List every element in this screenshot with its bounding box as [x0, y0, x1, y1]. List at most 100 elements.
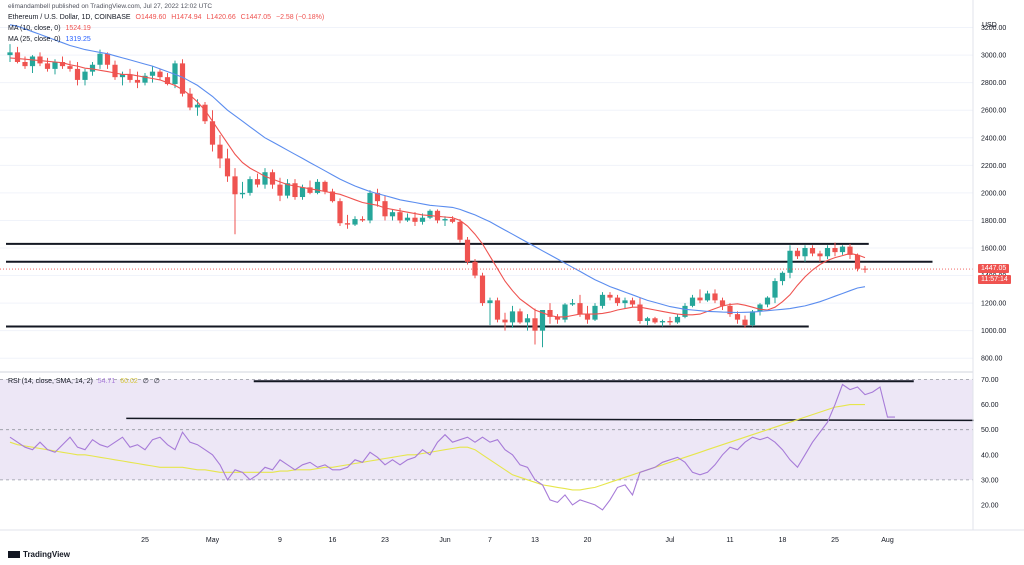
candle-body — [337, 201, 343, 224]
ohlc-low: L1420.66 — [206, 14, 236, 21]
candle — [307, 180, 313, 195]
candle-body — [524, 318, 531, 323]
candle — [442, 216, 448, 226]
candle — [427, 209, 433, 220]
candle-body — [67, 66, 73, 69]
time-tick-label: 9 — [278, 537, 282, 544]
candle-body — [22, 62, 28, 67]
candle-body — [554, 316, 561, 320]
candle-body — [149, 71, 156, 76]
candle-body — [359, 219, 366, 221]
candle-body — [262, 172, 268, 185]
candle — [479, 272, 486, 306]
time-axis: 25 May 9 16 23 Jun 7 13 20 Jul 11 18 25 Aug — [141, 537, 894, 544]
candle-body — [254, 179, 261, 185]
candle-body — [247, 179, 253, 193]
symbol-name[interactable]: Ethereum / U.S. Dollar, 1D, COINBASE — [8, 14, 131, 21]
candle-body — [374, 192, 381, 202]
candle — [329, 188, 336, 203]
time-tick-label: 18 — [779, 537, 787, 544]
candle-body — [547, 310, 553, 317]
candle — [254, 173, 261, 188]
candle — [164, 73, 171, 86]
candle-body — [232, 176, 238, 195]
candle-body — [389, 212, 396, 217]
rsi-trendline — [126, 417, 974, 422]
candle-body — [854, 254, 861, 269]
legend-ma10[interactable]: MA (10, close, 0) 1524.19 — [8, 25, 94, 32]
rsi-sma-value: 60.02 — [120, 378, 138, 385]
candle — [832, 242, 838, 257]
candle — [112, 60, 118, 80]
candle-body — [322, 181, 328, 192]
tradingview-logo-icon — [8, 551, 20, 558]
candle — [749, 310, 756, 327]
legend-ma25[interactable]: MA (25, close, 0) 1319.25 — [8, 36, 94, 43]
candle — [712, 289, 718, 304]
time-tick-label: 25 — [831, 537, 839, 544]
candle — [682, 303, 688, 319]
candle-body — [749, 311, 756, 326]
rsi-label: RSI (14, close, SMA, 14, 2) — [8, 378, 93, 385]
candle-body — [314, 181, 321, 193]
price-tick-label: 1800.00 — [981, 218, 1006, 225]
candle — [187, 88, 193, 111]
candle — [134, 71, 141, 89]
tradingview-brand[interactable]: TradingView — [8, 550, 70, 559]
candle-body — [817, 253, 823, 257]
price-tick-label: 2800.00 — [981, 80, 1006, 87]
candle-body — [367, 192, 373, 221]
rsi-tick-label: 70.00 — [981, 377, 999, 384]
candle-body — [194, 104, 201, 108]
candle — [742, 315, 748, 328]
candle-body — [809, 248, 816, 254]
ma25-label: MA (25, close, 0) — [8, 36, 61, 43]
candle-body — [757, 304, 763, 312]
candle — [659, 319, 666, 327]
ma10-value: 1524.19 — [65, 25, 91, 32]
candle — [487, 297, 493, 326]
ohlc-change: −2.58 (−0.18%) — [275, 14, 325, 21]
candle — [779, 271, 786, 286]
rsi-tick-label: 50.00 — [981, 427, 999, 434]
brand-label: TradingView — [23, 550, 70, 559]
candle-body — [607, 294, 613, 298]
candle — [232, 168, 238, 235]
candle — [389, 209, 396, 221]
price-tick-label: 800.00 — [981, 356, 1003, 363]
candle — [22, 56, 28, 69]
candle-body — [427, 210, 433, 218]
candle-body — [172, 63, 178, 85]
candle-body — [727, 305, 733, 315]
candle-body — [629, 300, 636, 305]
candle-body — [532, 318, 538, 331]
candle-body — [562, 304, 568, 320]
candle-body — [7, 52, 13, 56]
candle — [809, 245, 816, 257]
published-note: elimandambell published on TradingView.c… — [8, 3, 213, 10]
candle-body — [179, 63, 186, 94]
candle-body — [434, 210, 441, 221]
candle-body — [839, 246, 846, 253]
candle — [457, 219, 463, 243]
candle — [149, 66, 156, 83]
ohlc-high: H1474.94 — [171, 14, 202, 21]
candle — [337, 198, 343, 226]
legend-rsi[interactable]: RSI (14, close, SMA, 14, 2) 54.71 60.02 … — [8, 377, 163, 385]
candle — [37, 52, 43, 67]
candle — [44, 57, 51, 72]
price-tick-label: 2400.00 — [981, 135, 1006, 142]
time-tick-label: 11 — [726, 537, 733, 544]
time-tick-label: 23 — [381, 537, 389, 544]
candle — [584, 305, 591, 324]
candle — [839, 245, 846, 255]
candle-body — [734, 314, 741, 320]
candle — [532, 308, 538, 345]
candle-body — [794, 250, 801, 257]
candle — [352, 216, 358, 226]
rsi-sma-line — [9, 404, 865, 491]
candle — [464, 236, 471, 265]
ohlc-open: O1449.60 — [135, 14, 167, 21]
candle-body — [44, 63, 51, 69]
candle — [637, 297, 643, 324]
